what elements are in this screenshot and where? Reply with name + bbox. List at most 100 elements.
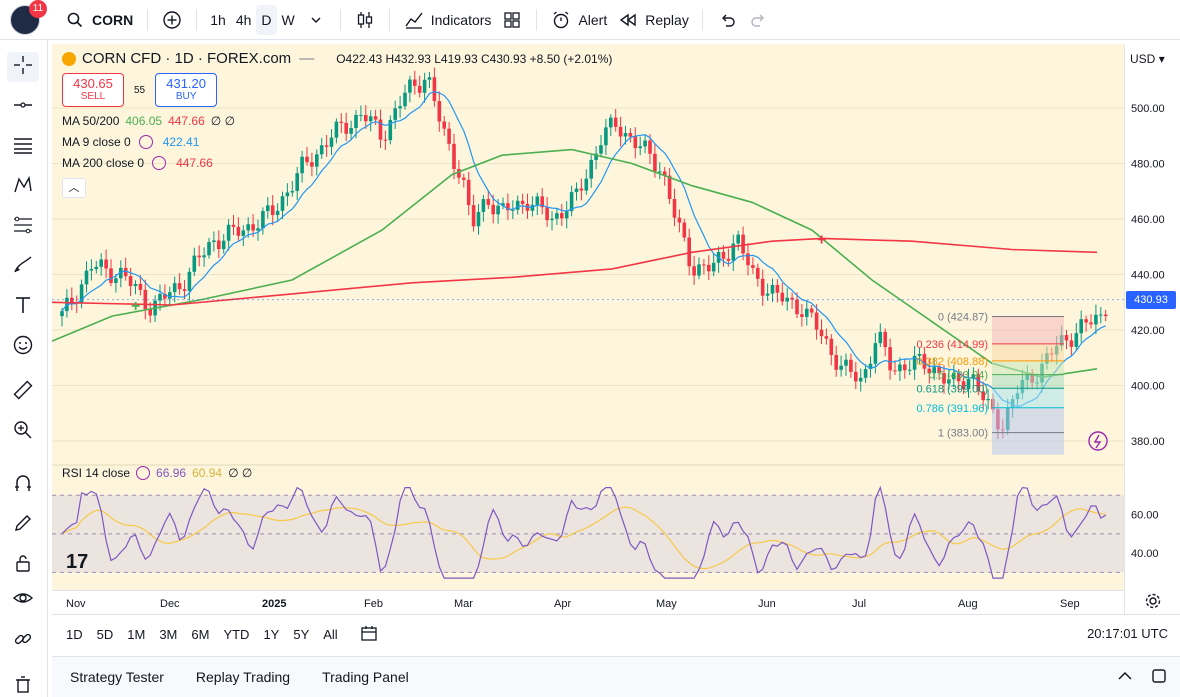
- candle: [471, 205, 476, 227]
- utc-clock[interactable]: 20:17:01 UTC: [1087, 626, 1168, 641]
- candle: [760, 278, 765, 296]
- candle: [447, 128, 451, 144]
- sell-button[interactable]: 430.65 SELL: [62, 73, 124, 107]
- indicators-button[interactable]: Indicators: [398, 5, 497, 35]
- range-6m[interactable]: 6M: [191, 627, 210, 642]
- range-3m[interactable]: 3M: [159, 627, 178, 642]
- indicator-ma-9[interactable]: MA 9 close 0 422.41: [62, 135, 612, 149]
- range-all[interactable]: All: [323, 627, 338, 642]
- emoji-tool[interactable]: [7, 332, 39, 362]
- tab-trading-panel[interactable]: Trading Panel: [322, 669, 409, 685]
- currency-selector[interactable]: USD ▾: [1130, 52, 1165, 66]
- alert-button[interactable]: Alert: [545, 5, 612, 35]
- candle: [310, 162, 314, 167]
- interval-4h[interactable]: 4h: [235, 11, 252, 28]
- collapse-panel-button[interactable]: [1116, 667, 1134, 690]
- draw-mode-tool[interactable]: [7, 510, 39, 540]
- horizontal-lines-tool[interactable]: [7, 132, 39, 162]
- candle: [226, 224, 231, 241]
- settings-circle-icon[interactable]: [152, 156, 167, 170]
- fib-tool[interactable]: [7, 212, 39, 242]
- time-tick-label: 2025: [262, 598, 286, 610]
- settings-circle-icon[interactable]: [136, 466, 151, 480]
- symbol-search-button[interactable]: CORN: [58, 5, 139, 35]
- ma-200-line: [52, 237, 1098, 306]
- candle: [770, 284, 775, 294]
- collapse-legend-button[interactable]: ︿: [62, 178, 86, 198]
- range-1d[interactable]: 1D: [66, 627, 83, 642]
- date-range-button[interactable]: [360, 624, 378, 645]
- interval-1h[interactable]: 1h: [210, 11, 226, 28]
- candle: [1064, 335, 1069, 341]
- indicator-ma-200[interactable]: MA 200 close 0 447.66: [62, 156, 612, 170]
- undo-button[interactable]: [711, 5, 743, 35]
- candle: [741, 234, 745, 254]
- chart-type-button[interactable]: [349, 5, 381, 35]
- calendar-icon: [360, 626, 378, 645]
- fib-zone: [992, 360, 1064, 375]
- interval-d[interactable]: D: [256, 4, 277, 35]
- candle: [682, 222, 687, 238]
- tab-strategy-tester[interactable]: Strategy Tester: [70, 669, 164, 685]
- text-tool[interactable]: [7, 292, 39, 322]
- time-tick-label: Jun: [758, 598, 776, 610]
- visibility-tool[interactable]: [7, 585, 39, 615]
- range-ytd[interactable]: YTD: [223, 627, 250, 642]
- candle: [868, 363, 873, 370]
- trash-tool[interactable]: [7, 672, 39, 697]
- layouts-button[interactable]: [496, 5, 528, 35]
- rsi-legend[interactable]: RSI 14 close 66.96 60.94 ∅ ∅: [62, 466, 252, 480]
- undo-icon: [716, 9, 738, 31]
- buy-button[interactable]: 431.20 BUY: [155, 73, 218, 107]
- settings-circle-icon[interactable]: [138, 135, 153, 149]
- range-1m[interactable]: 1M: [127, 627, 146, 642]
- compare-symbol-button[interactable]: [156, 5, 188, 35]
- candle: [530, 204, 535, 211]
- zoom-in-icon: [12, 419, 34, 446]
- candle: [305, 156, 309, 163]
- measure-tool[interactable]: [7, 377, 39, 407]
- lightning-icon: [1088, 431, 1108, 451]
- candle: [1069, 340, 1074, 347]
- candle: [956, 372, 961, 382]
- range-1y[interactable]: 1Y: [263, 627, 280, 642]
- lock-tool[interactable]: [7, 550, 39, 580]
- candle: [241, 230, 246, 236]
- candle: [520, 200, 525, 204]
- range-5d[interactable]: 5D: [96, 627, 114, 642]
- link-tool[interactable]: [7, 626, 39, 656]
- range-5y[interactable]: 5Y: [293, 627, 310, 642]
- tab-replay-trading[interactable]: Replay Trading: [195, 669, 291, 685]
- indicator-ma-50-200[interactable]: MA 50/200 406.05 447.66 ∅ ∅: [62, 114, 612, 128]
- price-chart[interactable]: + +0 (424.87) 0.236 (414.99) 0.382 (408.88)…: [52, 44, 1124, 590]
- candle: [952, 372, 956, 380]
- candle: [569, 192, 574, 212]
- trend-line-tool[interactable]: [7, 92, 39, 122]
- replay-button[interactable]: Replay: [612, 5, 694, 35]
- indicator-name: MA 200 close 0: [62, 156, 145, 170]
- maximize-panel-button[interactable]: [1150, 667, 1168, 690]
- chart-area[interactable]: + +0 (424.87) 0.236 (414.99) 0.382 (408.88)…: [52, 44, 1180, 614]
- candle: [638, 146, 642, 149]
- chart-settings-button[interactable]: [1144, 592, 1162, 615]
- candle: [1103, 314, 1108, 317]
- chevron-up-icon: ︿: [68, 182, 80, 194]
- last-price-tag: 430.93: [1126, 291, 1176, 309]
- price-axis[interactable]: 500.00 480.00 460.00 440.00 420.00 400.00 380.…: [1124, 44, 1180, 614]
- crosshair-tool[interactable]: [7, 52, 39, 82]
- candle: [609, 117, 613, 128]
- candle: [182, 289, 187, 291]
- interval-w[interactable]: W: [281, 11, 295, 28]
- redo-button[interactable]: [743, 5, 775, 35]
- time-axis[interactable]: Nov Dec 2025 Feb Mar Apr May Jun Jul Aug Sep: [52, 590, 1124, 614]
- candle: [863, 369, 868, 378]
- candle: [89, 269, 94, 271]
- magnet-tool[interactable]: [7, 470, 39, 500]
- candle: [511, 209, 515, 211]
- interval-dropdown[interactable]: [300, 5, 332, 35]
- avatar[interactable]: 11: [10, 0, 47, 35]
- zoom-tool[interactable]: [7, 417, 39, 447]
- candle: [261, 211, 265, 229]
- pattern-tool[interactable]: [7, 172, 39, 202]
- brush-tool[interactable]: [7, 252, 39, 282]
